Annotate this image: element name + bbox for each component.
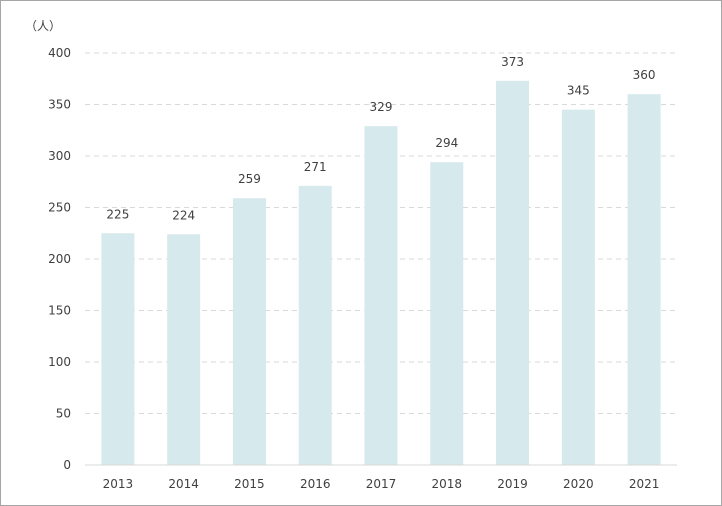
bar-2013 [101, 233, 135, 465]
y-tick-label: 400 [48, 46, 71, 60]
x-tick-label-2018: 2018 [432, 477, 463, 491]
y-tick-label: 300 [48, 149, 71, 163]
bar-2021 [627, 94, 661, 465]
bar-2014 [167, 234, 201, 465]
bars [101, 80, 661, 466]
y-axis-unit-label: （人） [25, 19, 61, 33]
y-tick-label: 250 [48, 201, 71, 215]
y-tick-label: 50 [56, 407, 71, 421]
y-tick-label: 100 [48, 355, 71, 369]
y-axis-ticks: 0 50 100 150 200 250 300 350 400 [48, 46, 71, 472]
data-label-2020: 345 [567, 84, 590, 98]
y-tick-label: 0 [63, 458, 71, 472]
y-tick-label: 350 [48, 98, 71, 112]
data-label-2015: 259 [238, 172, 261, 186]
bar-2019 [496, 80, 530, 465]
x-axis-ticks: 2013 2014 2015 2016 2017 2018 2019 2020 2021 [103, 477, 660, 491]
x-tick-label-2021: 2021 [629, 477, 660, 491]
y-tick-label: 200 [48, 252, 71, 266]
data-label-2014: 224 [172, 208, 195, 222]
x-tick-label-2016: 2016 [300, 477, 331, 491]
data-label-2013: 225 [106, 207, 129, 221]
bar-2016 [298, 185, 332, 465]
data-labels: 225 224 259 271 329 294 373 345 360 [106, 55, 655, 222]
y-tick-label: 150 [48, 304, 71, 318]
x-tick-label-2017: 2017 [366, 477, 397, 491]
data-label-2021: 360 [633, 68, 656, 82]
x-tick-label-2013: 2013 [103, 477, 134, 491]
data-label-2018: 294 [435, 136, 458, 150]
bar-2017 [364, 126, 398, 465]
data-label-2019: 373 [501, 55, 524, 69]
x-tick-label-2019: 2019 [497, 477, 528, 491]
data-label-2017: 329 [370, 100, 393, 114]
x-tick-label-2015: 2015 [234, 477, 265, 491]
bar-2015 [232, 198, 266, 466]
data-label-2016: 271 [304, 160, 327, 174]
x-tick-label-2020: 2020 [563, 477, 594, 491]
bar-2020 [561, 109, 595, 466]
x-tick-label-2014: 2014 [168, 477, 199, 491]
bar-2018 [430, 162, 464, 465]
